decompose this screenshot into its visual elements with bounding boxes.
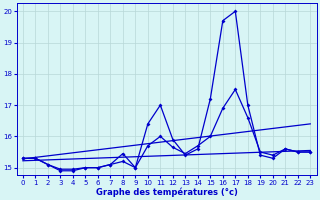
X-axis label: Graphe des températures (°c): Graphe des températures (°c) — [96, 187, 237, 197]
